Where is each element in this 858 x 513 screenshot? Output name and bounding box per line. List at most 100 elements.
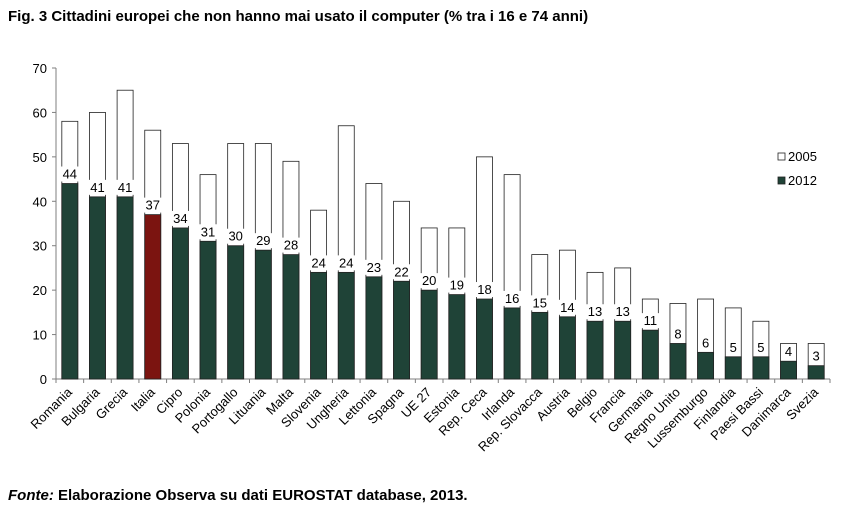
- bar-2012: [807, 365, 825, 380]
- bar-2012: [503, 307, 521, 380]
- bar-2012: [254, 249, 272, 380]
- data-label-bg: [558, 299, 577, 315]
- data-label: 41: [90, 180, 104, 195]
- y-tick-label: 10: [33, 328, 47, 343]
- data-label: 11: [644, 313, 658, 328]
- data-label: 34: [173, 211, 187, 226]
- data-label: 15: [533, 295, 547, 310]
- data-label-bg: [392, 264, 411, 280]
- data-label: 5: [730, 340, 737, 355]
- y-tick-label: 40: [33, 194, 47, 209]
- bar-2012: [780, 360, 797, 380]
- data-label: 29: [256, 233, 270, 248]
- data-label: 13: [615, 304, 629, 319]
- source-label: Fonte:: [8, 487, 54, 504]
- data-label-bg: [420, 273, 439, 289]
- bar-2012: [144, 214, 162, 380]
- data-label-bg: [727, 339, 740, 355]
- data-label-bg: [364, 259, 383, 275]
- data-label-bg: [337, 255, 356, 271]
- data-label: 22: [394, 264, 408, 279]
- data-label: 4: [785, 344, 792, 359]
- data-label: 28: [284, 238, 298, 253]
- source-note: Fonte: Elaborazione Observa su dati EURO…: [8, 487, 468, 504]
- data-label-bg: [475, 282, 494, 298]
- bar-2012: [641, 329, 659, 380]
- legend-label-2012: 2012: [788, 173, 817, 188]
- data-label-bg: [671, 326, 684, 342]
- data-label: 8: [674, 326, 681, 341]
- bar-2012: [448, 294, 466, 380]
- data-label: 16: [505, 291, 519, 306]
- data-label-bg: [60, 166, 79, 182]
- data-label-bg: [613, 304, 632, 320]
- data-label-bg: [699, 335, 712, 351]
- data-label-bg: [143, 197, 162, 213]
- data-label: 24: [339, 255, 353, 270]
- data-label-bg: [116, 179, 135, 195]
- y-tick-label: 50: [33, 150, 47, 165]
- bar-2012: [586, 320, 604, 380]
- bar-2012: [337, 271, 355, 380]
- data-label: 37: [146, 198, 160, 213]
- bar-2012: [669, 343, 687, 380]
- data-label-bg: [281, 237, 300, 253]
- bar-2012: [310, 271, 328, 380]
- bar-2012: [476, 298, 493, 380]
- category-labels: RomaniaBulgariaGreciaItaliaCiproPoloniaP…: [28, 384, 822, 454]
- data-label-bg: [641, 313, 660, 329]
- data-label: 20: [422, 273, 436, 288]
- legend-swatch-2005: [777, 152, 786, 161]
- data-label-bg: [88, 179, 107, 195]
- y-tick-label: 30: [33, 239, 47, 254]
- bar-2012: [116, 196, 134, 380]
- bar-2012: [282, 254, 300, 380]
- data-label: 14: [560, 300, 574, 315]
- category-label: Svezia: [783, 384, 822, 423]
- data-label-bg: [503, 290, 522, 306]
- data-label: 24: [311, 255, 325, 270]
- y-tick-label: 0: [40, 372, 47, 387]
- data-label-bg: [199, 224, 218, 240]
- bar-2012: [697, 351, 715, 380]
- data-label: 31: [201, 224, 215, 239]
- bar-2012: [171, 227, 189, 380]
- x-axis: [55, 378, 831, 383]
- chart-title: Fig. 3 Cittadini europei che non hanno m…: [8, 8, 589, 25]
- data-label: 41: [118, 180, 132, 195]
- category-label: Grecia: [93, 384, 131, 422]
- source-text: Elaborazione Observa su dati EUROSTAT da…: [58, 487, 468, 504]
- y-tick-label: 70: [33, 61, 47, 76]
- data-label-bg: [586, 304, 605, 320]
- bar-2012: [558, 316, 576, 380]
- legend-label-2005: 2005: [788, 149, 817, 164]
- y-axis: 0 10 20 30 40 50 60 70: [33, 61, 57, 387]
- data-label: 13: [588, 304, 602, 319]
- category-label: Italia: [128, 384, 159, 415]
- bar-2012: [752, 356, 770, 380]
- bar-2012: [199, 240, 217, 380]
- data-label: 23: [367, 260, 381, 275]
- data-label: 18: [477, 282, 491, 297]
- bar-2012: [724, 356, 742, 380]
- data-label-bg: [447, 277, 466, 293]
- data-label: 44: [63, 167, 77, 182]
- data-label-bg: [254, 233, 273, 249]
- bars-2012: [61, 183, 825, 380]
- data-label-bg: [309, 255, 328, 271]
- y-tick-label: 60: [33, 105, 47, 120]
- data-label-bg: [810, 348, 823, 364]
- data-label-bg: [226, 228, 245, 244]
- data-label: 30: [228, 229, 242, 244]
- bar-2012: [393, 280, 410, 380]
- data-label: 3: [813, 349, 820, 364]
- data-label: 5: [757, 340, 764, 355]
- bar-2012: [365, 276, 383, 380]
- data-label-bg: [171, 210, 190, 226]
- data-label-bg: [530, 295, 549, 311]
- bar-2012: [89, 196, 106, 380]
- data-label-bg: [754, 339, 767, 355]
- legend: 2005 2012: [777, 149, 817, 188]
